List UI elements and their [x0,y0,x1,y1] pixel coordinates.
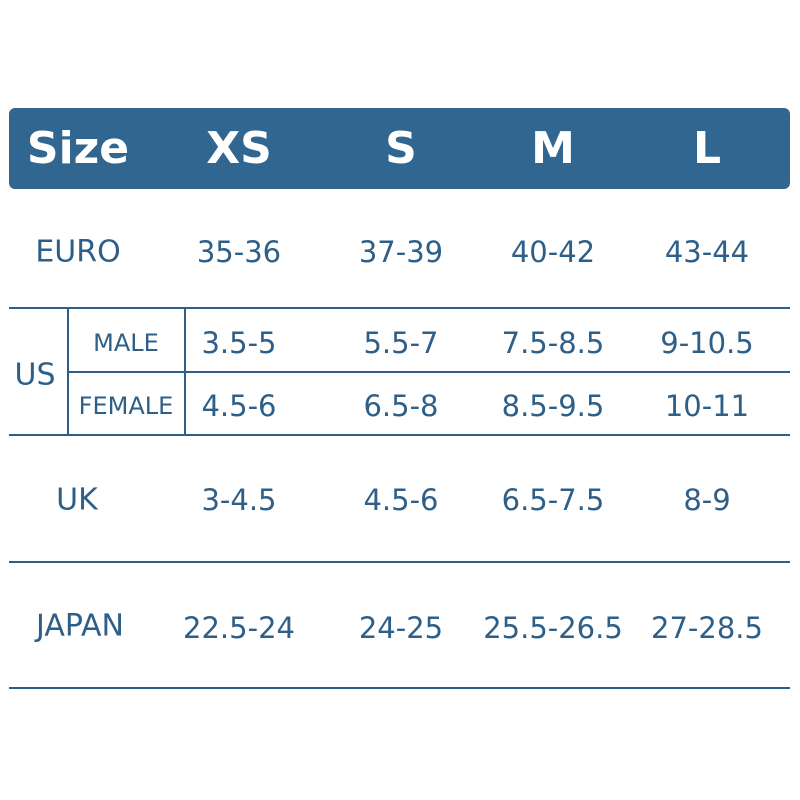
cell-us-male-l: 9-10.5 [660,326,754,360]
divider [68,371,790,373]
row-label-us-female: FEMALE [78,392,174,420]
cell-japan-s: 24-25 [358,611,444,645]
cell-uk-l: 8-9 [683,483,731,517]
divider [9,687,790,689]
cell-us-male-xs: 3.5-5 [201,326,277,360]
cell-us-male-m: 7.5-8.5 [501,326,605,360]
header-bar [9,108,790,189]
header-size-label: Size [26,123,130,174]
divider [9,434,790,436]
cell-uk-m: 6.5-7.5 [501,483,605,517]
header-size-s: S [385,123,417,174]
cell-euro-xs: 35-36 [196,235,282,269]
cell-euro-m: 40-42 [510,235,596,269]
cell-euro-l: 43-44 [664,235,750,269]
row-label-uk: UK [56,482,98,518]
cell-us-female-s: 6.5-8 [363,389,439,423]
header-size-l: L [692,123,722,174]
divider [67,308,69,435]
cell-us-female-m: 8.5-9.5 [501,389,605,423]
header-size-xs: XS [206,123,272,174]
row-label-euro: EURO [35,234,121,270]
cell-uk-s: 4.5-6 [363,483,439,517]
row-label-us: US [14,357,56,393]
divider [9,561,790,563]
cell-us-male-s: 5.5-7 [363,326,439,360]
row-label-us-male: MALE [93,329,159,357]
row-label-japan: JAPAN [36,608,124,644]
cell-us-female-l: 10-11 [664,389,750,423]
cell-euro-s: 37-39 [358,235,444,269]
divider [184,308,186,435]
cell-japan-m: 25.5-26.5 [483,611,623,645]
cell-japan-l: 27-28.5 [651,611,763,645]
cell-uk-xs: 3-4.5 [201,483,277,517]
cell-us-female-xs: 4.5-6 [201,389,277,423]
cell-japan-xs: 22.5-24 [183,611,295,645]
divider [9,307,790,309]
header-size-m: M [531,123,575,174]
